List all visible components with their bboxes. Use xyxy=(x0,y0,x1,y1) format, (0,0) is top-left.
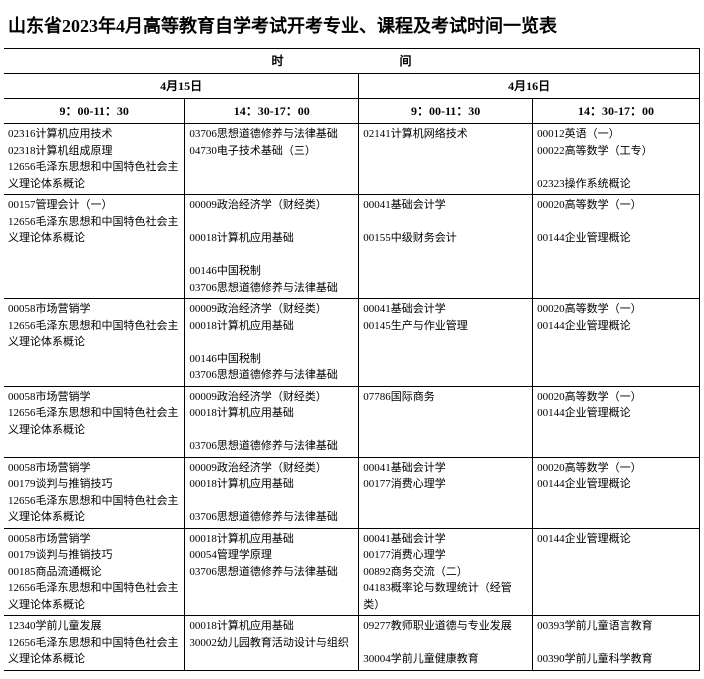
header-slot-1: 9：00-11：30 xyxy=(4,99,185,124)
table-cell: 00009政治经济学（财经类） 00018计算机应用基础 00146中国税制 0… xyxy=(185,299,359,387)
table-cell: 00018计算机应用基础 00054管理学原理 03706思想道德修养与法律基础 xyxy=(185,528,359,616)
table-cell: 00020高等数学（一） 00144企业管理概论 xyxy=(533,457,700,528)
table-cell: 12340学前儿童发展 12656毛泽东思想和中国特色社会主义理论体系概论 xyxy=(4,616,185,671)
table-cell: 00041基础会计学 00177消费心理学 00892商务交流（二） 04183… xyxy=(359,528,533,616)
header-time: 时 间 xyxy=(4,49,700,74)
table-cell: 00020高等数学（一） 00144企业管理概论 xyxy=(533,195,700,299)
table-cell: 00009政治经济学（财经类） 00018计算机应用基础 03706思想道德修养… xyxy=(185,457,359,528)
page-title: 山东省2023年4月高等教育自学考试开考专业、课程及考试时间一览表 xyxy=(8,12,700,38)
table-cell: 00058市场营销学 12656毛泽东思想和中国特色社会主义理论体系概论 xyxy=(4,386,185,457)
table-cell: 09277教师职业道德与专业发展 30004学前儿童健康教育 xyxy=(359,616,533,671)
table-cell: 00009政治经济学（财经类） 00018计算机应用基础 00146中国税制 0… xyxy=(185,195,359,299)
table-cell: 00058市场营销学 00179谈判与推销技巧 00185商品流通概论 1265… xyxy=(4,528,185,616)
header-date-1: 4月15日 xyxy=(4,74,359,99)
table-row: 00058市场营销学 12656毛泽东思想和中国特色社会主义理论体系概论0000… xyxy=(4,299,700,387)
table-cell: 00144企业管理概论 xyxy=(533,528,700,616)
header-slot-2: 14：30-17：00 xyxy=(185,99,359,124)
table-cell: 02141计算机网络技术 xyxy=(359,124,533,195)
table-row: 02316计算机应用技术 02318计算机组成原理 12656毛泽东思想和中国特… xyxy=(4,124,700,195)
table-body: 02316计算机应用技术 02318计算机组成原理 12656毛泽东思想和中国特… xyxy=(4,124,700,671)
table-cell: 00018计算机应用基础 30002幼儿园教育活动设计与组织 xyxy=(185,616,359,671)
table-cell: 00012英语（一） 00022高等数学（工专） 02323操作系统概论 xyxy=(533,124,700,195)
table-row: 00058市场营销学 00179谈判与推销技巧 12656毛泽东思想和中国特色社… xyxy=(4,457,700,528)
table-cell: 00157管理会计（一） 12656毛泽东思想和中国特色社会主义理论体系概论 xyxy=(4,195,185,299)
table-cell: 00020高等数学（一） 00144企业管理概论 xyxy=(533,299,700,387)
table-cell: 00041基础会计学 00155中级财务会计 xyxy=(359,195,533,299)
table-cell: 00020高等数学（一） 00144企业管理概论 xyxy=(533,386,700,457)
table-row: 00157管理会计（一） 12656毛泽东思想和中国特色社会主义理论体系概论00… xyxy=(4,195,700,299)
header-slot-3: 9：00-11：30 xyxy=(359,99,533,124)
table-cell: 00041基础会计学 00145生产与作业管理 xyxy=(359,299,533,387)
table-cell: 07786国际商务 xyxy=(359,386,533,457)
table-cell: 00058市场营销学 12656毛泽东思想和中国特色社会主义理论体系概论 xyxy=(4,299,185,387)
table-cell: 00041基础会计学 00177消费心理学 xyxy=(359,457,533,528)
exam-schedule-table: 时 间 4月15日 4月16日 9：00-11：30 14：30-17：00 9… xyxy=(4,48,700,671)
table-row: 12340学前儿童发展 12656毛泽东思想和中国特色社会主义理论体系概论000… xyxy=(4,616,700,671)
table-cell: 00393学前儿童语言教育 00390学前儿童科学教育 xyxy=(533,616,700,671)
table-row: 00058市场营销学 00179谈判与推销技巧 00185商品流通概论 1265… xyxy=(4,528,700,616)
table-cell: 00009政治经济学（财经类） 00018计算机应用基础 03706思想道德修养… xyxy=(185,386,359,457)
header-slot-4: 14：30-17：00 xyxy=(533,99,700,124)
table-cell: 00058市场营销学 00179谈判与推销技巧 12656毛泽东思想和中国特色社… xyxy=(4,457,185,528)
table-row: 00058市场营销学 12656毛泽东思想和中国特色社会主义理论体系概论0000… xyxy=(4,386,700,457)
table-cell: 03706思想道德修养与法律基础 04730电子技术基础（三） xyxy=(185,124,359,195)
header-date-2: 4月16日 xyxy=(359,74,700,99)
table-cell: 02316计算机应用技术 02318计算机组成原理 12656毛泽东思想和中国特… xyxy=(4,124,185,195)
